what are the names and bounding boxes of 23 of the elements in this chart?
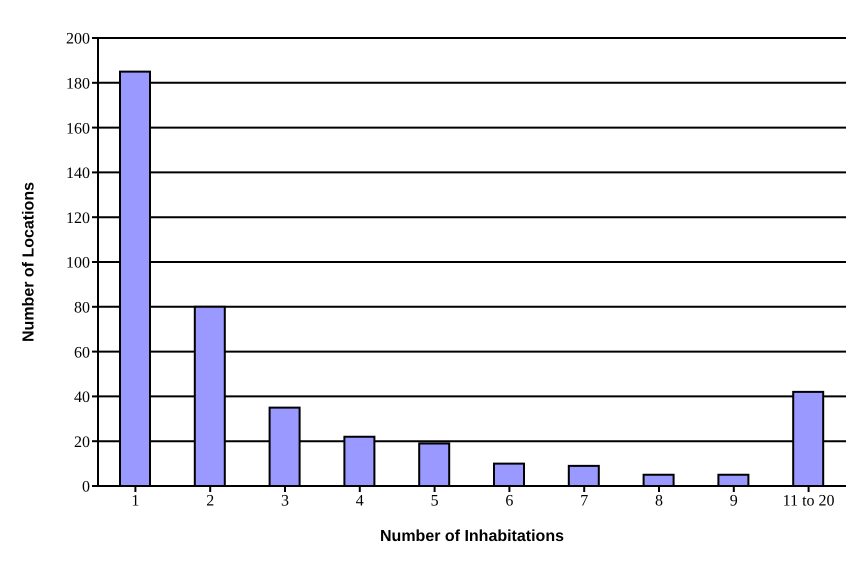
x-tick-label: 8 <box>655 492 663 510</box>
x-axis-title: Number of Inhabitations <box>380 528 564 545</box>
x-tick-label: 2 <box>206 492 214 510</box>
y-tick-label: 120 <box>66 210 90 227</box>
y-tick-label: 40 <box>74 389 90 406</box>
y-tick-label: 140 <box>66 165 90 182</box>
x-tick-label: 1 <box>131 492 140 510</box>
y-tick-label: 100 <box>66 254 90 272</box>
x-tick-label: 4 <box>356 492 364 510</box>
y-tick-label: 20 <box>74 434 90 451</box>
y-tick-label: 0 <box>82 478 90 496</box>
x-tick-label: 11 to 20 <box>782 492 835 510</box>
x-tick-label: 3 <box>281 492 289 510</box>
x-tick-label: 6 <box>505 492 514 510</box>
x-tick-label: 7 <box>580 492 588 510</box>
y-axis-title: Number of Locations <box>20 182 38 342</box>
y-tick-label: 180 <box>66 75 90 92</box>
y-tick-label: 60 <box>74 344 90 362</box>
x-tick-label: 9 <box>730 492 738 510</box>
x-tick-label: 5 <box>430 492 439 510</box>
y-tick-label: 200 <box>66 30 90 48</box>
y-tick-label: 80 <box>74 299 90 316</box>
y-tick-label: 160 <box>66 120 90 138</box>
